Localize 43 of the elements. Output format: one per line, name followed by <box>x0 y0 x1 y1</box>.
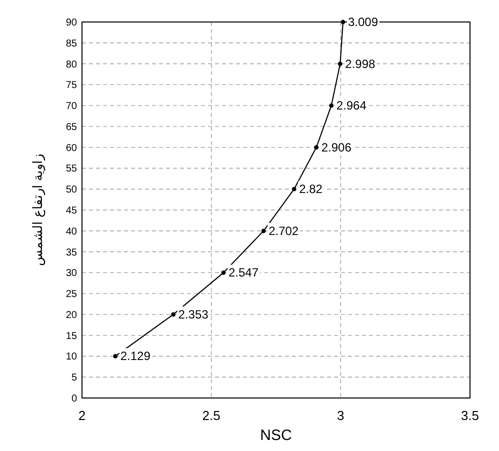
y-tick-label: 60 <box>66 142 78 154</box>
y-tick-label: 70 <box>66 101 78 112</box>
point <box>221 270 226 275</box>
y-tick-label: 0 <box>71 394 78 404</box>
y-tick-label: 80 <box>66 59 78 70</box>
y-tick-label: 45 <box>66 206 78 216</box>
x-tick-label: 2 <box>78 408 86 423</box>
y-tick-label: 50 <box>66 184 78 196</box>
annotation: 2.353 <box>178 307 209 322</box>
point <box>113 354 118 358</box>
point <box>171 312 176 317</box>
x-axis-title: NSC <box>260 427 292 444</box>
x-tick-label: 3.5 <box>460 408 480 423</box>
y-tick-label: 30 <box>66 268 78 280</box>
y-axis-title: زاوية ارتفاع الشمس <box>30 154 46 266</box>
point <box>292 186 296 192</box>
y-tick-label: 5 <box>71 372 78 384</box>
y-tick-label: 20 <box>66 310 78 321</box>
point <box>261 228 266 234</box>
annotation: 3.009 <box>348 15 378 29</box>
point <box>340 20 346 24</box>
y-tick-label: 35 <box>66 247 78 258</box>
y-tick-label: 90 <box>66 18 78 28</box>
y-tick-label: 55 <box>66 164 78 175</box>
annotation: 2.82 <box>299 182 323 196</box>
annotation: 2.129 <box>120 349 151 364</box>
y-tick-label: 25 <box>66 289 78 300</box>
y-tick-label: 40 <box>66 226 78 238</box>
y-tick-label: 85 <box>66 38 78 50</box>
y-tick-label: 15 <box>66 330 78 342</box>
y-tick-label: 65 <box>66 122 78 133</box>
x-tick-label: 3 <box>337 408 344 423</box>
x-tick-label: 2.5 <box>202 408 220 423</box>
annotation: 2.547 <box>228 266 259 280</box>
annotation: 2.906 <box>321 140 352 154</box>
annotation: 2.702 <box>268 224 299 238</box>
y-tick-label: 75 <box>66 80 78 92</box>
y-tick-label: 10 <box>66 352 78 363</box>
point <box>314 145 319 150</box>
annotation: 2.964 <box>336 98 367 113</box>
annotation: 2.998 <box>345 56 376 71</box>
point <box>338 62 342 66</box>
point <box>329 103 334 108</box>
